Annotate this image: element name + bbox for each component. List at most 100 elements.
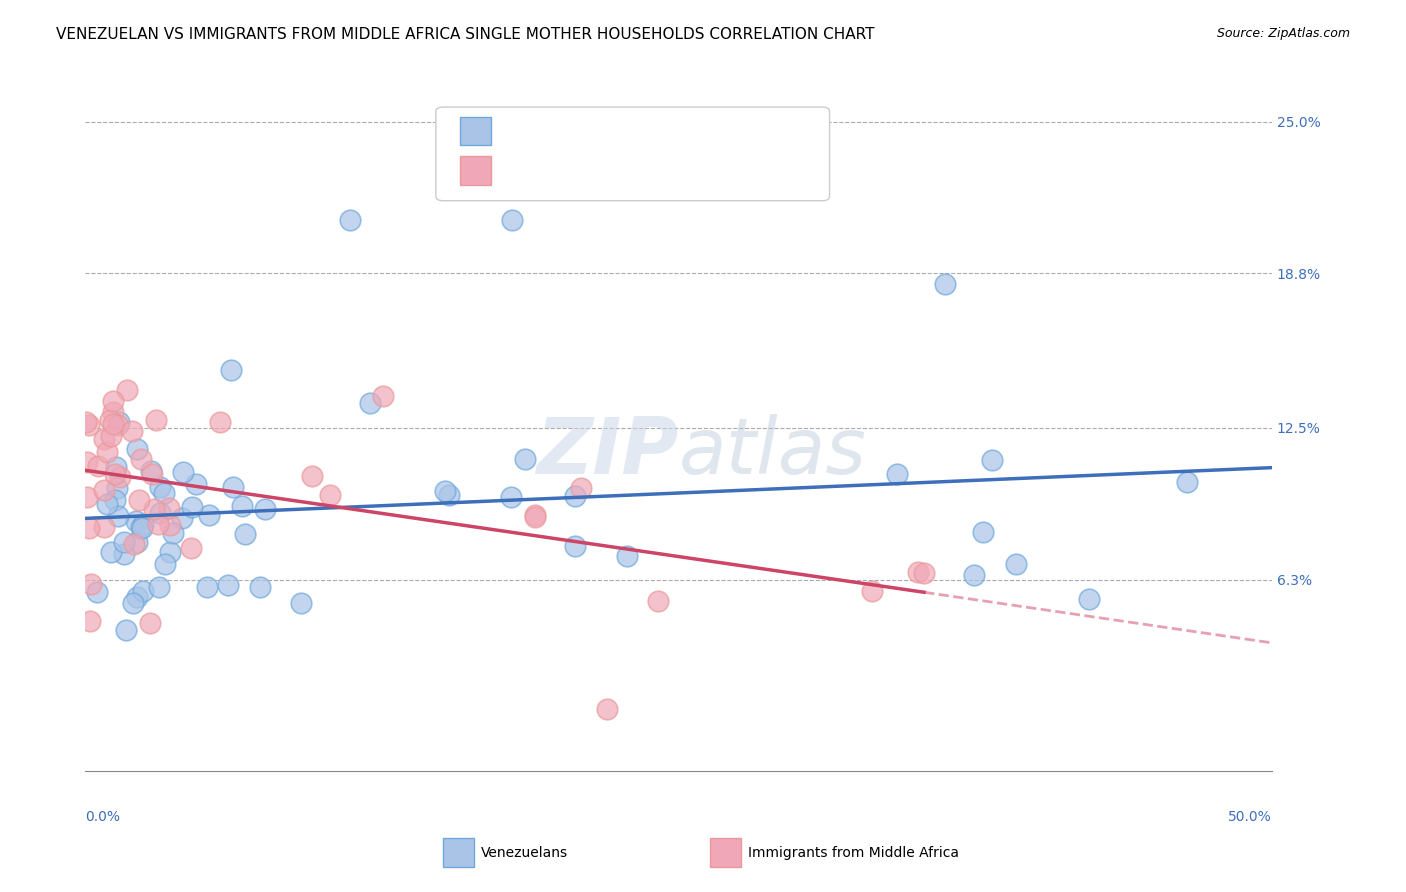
Point [145,413,167,427]
Point [129,451,152,466]
Point [125,590,148,604]
Point [170,511,193,525]
Point [100,544,122,558]
Point [934,277,956,292]
Point [139,616,162,631]
Point [184,477,207,491]
Point [148,580,170,594]
Point [93,432,115,446]
Point [523,510,546,524]
Point [112,535,135,549]
Point [912,566,935,581]
Point [103,467,125,482]
Point [616,549,638,563]
Point [1005,557,1028,571]
Point [907,565,929,579]
Point [105,481,128,495]
Point [149,479,172,493]
Point [128,492,150,507]
Point [301,469,323,483]
Point [79,614,101,628]
Point [132,517,155,532]
Point [1177,475,1199,489]
Point [569,482,592,496]
Point [131,521,153,535]
Point [564,489,586,503]
Point [115,383,138,397]
Point [860,584,883,599]
Point [972,525,994,540]
Point [98,413,121,427]
Point [963,568,986,582]
Point [501,212,523,227]
Point [132,584,155,599]
Point [86,585,108,599]
Point [208,415,231,429]
Point [107,509,129,524]
Point [76,455,98,469]
Text: Immigrants from Middle Africa: Immigrants from Middle Africa [748,846,959,860]
Point [96,444,118,458]
Point [149,507,172,521]
Text: 0.0%: 0.0% [86,810,121,824]
Point [124,536,146,550]
Text: R = -0.341   N = 44: R = -0.341 N = 44 [502,158,638,172]
Point [143,502,166,516]
Point [146,516,169,531]
Point [195,580,218,594]
Point [886,467,908,481]
Point [172,465,194,479]
Point [108,470,131,484]
Point [198,508,221,522]
Point [121,424,143,438]
Point [434,483,457,498]
Point [125,514,148,528]
Point [254,502,277,516]
Text: Source: ZipAtlas.com: Source: ZipAtlas.com [1216,27,1350,40]
Point [93,483,115,497]
Point [1077,592,1099,607]
Text: VENEZUELAN VS IMMIGRANTS FROM MIDDLE AFRICA SINGLE MOTHER HOUSEHOLDS CORRELATION: VENEZUELAN VS IMMIGRANTS FROM MIDDLE AFR… [56,27,875,42]
Point [141,467,163,481]
Point [501,491,523,505]
Point [217,578,239,592]
Point [339,212,361,227]
Point [181,500,204,514]
Point [159,544,181,558]
Point [107,417,129,432]
Point [524,508,547,522]
Point [319,488,342,502]
Text: 50.0%: 50.0% [1227,810,1271,824]
Point [596,702,619,716]
Point [112,547,135,561]
Point [152,486,174,500]
Point [157,500,180,515]
Point [180,541,202,555]
Point [981,452,1004,467]
Point [359,396,381,410]
Point [153,557,176,571]
Point [115,623,138,637]
Point [141,464,163,478]
Point [86,458,108,473]
Point [131,520,153,534]
Text: atlas: atlas [679,414,866,490]
Point [93,519,115,533]
Point [101,417,124,432]
Point [104,492,127,507]
Point [76,491,98,505]
Point [96,497,118,511]
Text: ZIP: ZIP [536,414,679,490]
Point [80,576,103,591]
Point [103,405,125,419]
Point [125,535,148,549]
Point [79,417,101,432]
Point [564,540,586,554]
Point [515,452,537,467]
Point [104,460,127,475]
Point [162,526,184,541]
Point [249,580,271,594]
Point [77,521,100,535]
Point [290,596,312,610]
Text: Venezuelans: Venezuelans [481,846,568,860]
